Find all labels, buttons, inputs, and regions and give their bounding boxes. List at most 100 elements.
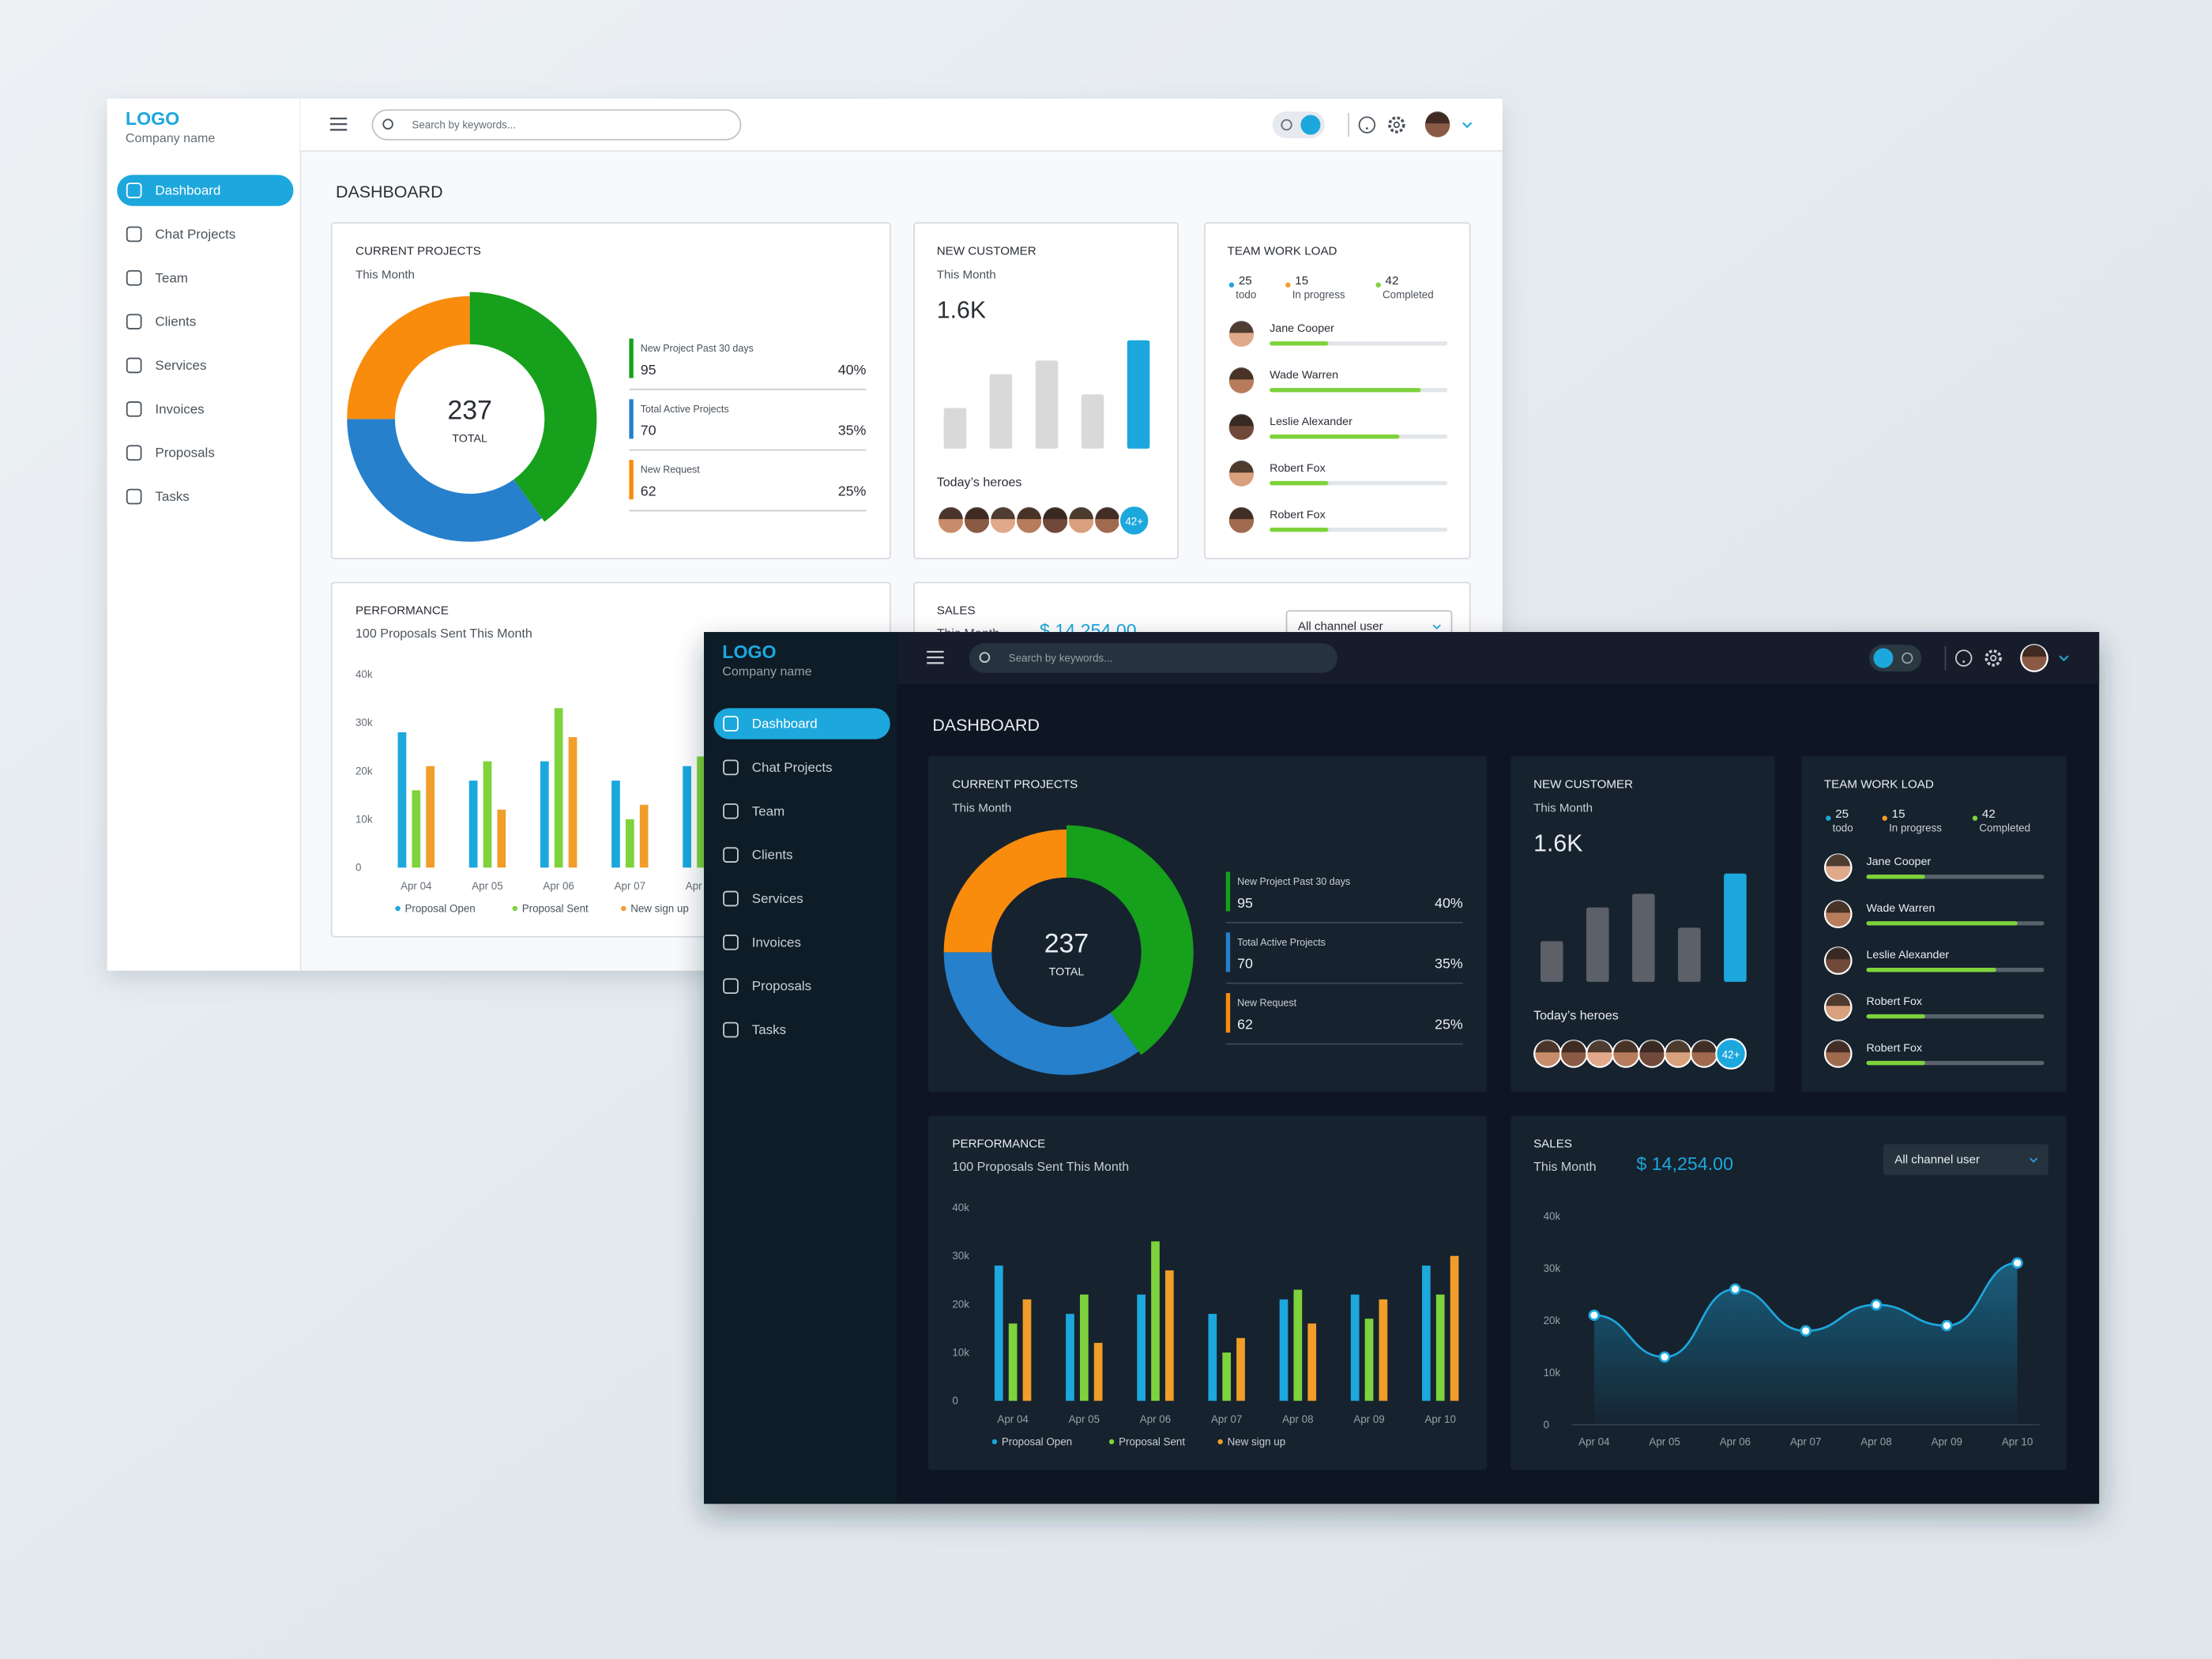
nav-label[interactable]: Team	[155, 270, 187, 285]
search-placeholder[interactable]: Search by keywords...	[412, 119, 516, 131]
search-icon	[382, 118, 393, 130]
nav-item[interactable]: Clients	[723, 847, 793, 863]
x-tick-label: Apr 06	[1140, 1413, 1171, 1425]
avatar-hair	[1095, 506, 1119, 520]
nav-icon	[723, 759, 739, 776]
bar	[611, 781, 620, 868]
search-box[interactable]	[969, 643, 1337, 673]
nav-label[interactable]: Invoices	[155, 401, 204, 416]
member-name: Robert Fox	[1270, 462, 1326, 475]
nav-label[interactable]: Chat Projects	[155, 227, 235, 242]
search-box[interactable]	[371, 109, 742, 141]
nav-item[interactable]: Clients	[126, 314, 197, 329]
nav-item[interactable]: Chat Projects	[723, 759, 833, 776]
nav-label[interactable]: Proposals	[752, 979, 811, 994]
nav-item[interactable]: Chat Projects	[126, 226, 235, 243]
member-name: Jane Cooper	[1270, 322, 1334, 335]
y-tick-label: 0	[1544, 1419, 1549, 1431]
heroes-more-badge[interactable]	[1118, 505, 1150, 536]
legend-share: 40%	[1435, 895, 1463, 911]
nav-item[interactable]: Team	[723, 803, 784, 819]
profile-menu-chevron[interactable]	[1462, 122, 1473, 129]
profile-menu-chevron[interactable]	[2059, 655, 2069, 662]
nav-item[interactable]: Proposals	[723, 978, 811, 995]
y-tick-label: 30k	[952, 1250, 969, 1262]
avatar-hair	[1826, 947, 1850, 960]
nav-item[interactable]: Invoices	[723, 935, 801, 950]
nav-item[interactable]: Tasks	[126, 488, 190, 505]
help-icon[interactable]	[1955, 649, 1973, 667]
y-tick-label: 40k	[1544, 1210, 1561, 1222]
bar	[683, 766, 691, 868]
mini-bar	[1081, 394, 1104, 449]
avatar-hair	[1043, 506, 1067, 520]
avatar-hair	[1613, 1040, 1638, 1053]
nav-label[interactable]: Chat Projects	[752, 760, 833, 775]
nav-item[interactable]: Dashboard	[117, 175, 294, 206]
line-point	[1588, 1309, 1601, 1322]
legend-label: New Request	[1237, 998, 1297, 1009]
nav-item[interactable]: Tasks	[723, 1021, 786, 1038]
channel-dropdown-label[interactable]: All channel user	[1894, 1153, 1980, 1166]
line-point	[2011, 1257, 2023, 1269]
nav-item[interactable]: Team	[126, 269, 188, 286]
page-title: DASHBOARD	[336, 182, 443, 201]
dropdown-chevron	[1432, 624, 1441, 630]
nav-label[interactable]: Invoices	[752, 935, 801, 950]
avatar-hair	[1587, 1040, 1612, 1053]
nav-item[interactable]: Invoices	[126, 401, 205, 417]
nav-icon	[723, 1021, 739, 1038]
legend-share: 40%	[838, 362, 867, 378]
nav-label[interactable]: Tasks	[752, 1022, 786, 1037]
legend-label: New Project Past 30 days	[1237, 876, 1350, 887]
nav-item[interactable]: Proposals	[126, 445, 215, 461]
stat-label: In progress	[1889, 822, 1942, 834]
bar	[568, 737, 577, 868]
heroes-more-badge[interactable]	[1715, 1038, 1747, 1070]
card-subtitle: 100 Proposals Sent This Month	[356, 626, 532, 641]
bar	[468, 781, 478, 868]
nav-label[interactable]: Dashboard	[155, 183, 220, 198]
help-icon[interactable]	[1358, 116, 1376, 134]
nav-icon	[723, 890, 739, 907]
nav-item[interactable]: Services	[723, 890, 803, 907]
avatar-hair	[939, 506, 963, 520]
legend-label: Proposal Sent	[1119, 1436, 1185, 1448]
nav-label[interactable]: Proposals	[155, 446, 214, 461]
stat-label: Completed	[1382, 289, 1434, 301]
legend-color-bar	[629, 460, 634, 500]
stat-label: Completed	[1979, 822, 2030, 834]
nav-label[interactable]: Tasks	[155, 489, 189, 504]
bar	[1137, 1294, 1146, 1401]
sidebar	[704, 632, 897, 1504]
settings-icon[interactable]	[1984, 649, 2002, 667]
nav-label[interactable]: Team	[752, 803, 784, 818]
sidebar	[107, 99, 301, 971]
mini-bar	[1035, 360, 1059, 449]
member-name: Leslie Alexander	[1867, 949, 1950, 961]
y-tick-label: 10k	[1544, 1367, 1561, 1379]
heroes-more: 42+	[1722, 1048, 1740, 1060]
stat-count: 42	[1982, 807, 1996, 821]
x-tick-label: Apr 05	[1649, 1436, 1680, 1448]
legend-dot	[991, 1439, 998, 1445]
bar	[1350, 1294, 1360, 1401]
nav-icon	[723, 935, 739, 950]
bar	[1079, 1294, 1089, 1401]
nav-label[interactable]: Services	[155, 358, 206, 373]
settings-icon[interactable]	[1388, 116, 1405, 134]
channel-dropdown-label[interactable]: All channel user	[1298, 619, 1383, 633]
nav-label[interactable]: Dashboard	[752, 717, 818, 732]
nav-item[interactable]: Dashboard	[713, 708, 890, 739]
donut-segment	[943, 952, 1139, 1075]
nav-label[interactable]: Clients	[752, 848, 793, 863]
progress-bar	[1866, 968, 1996, 972]
x-tick-label: Apr 04	[1578, 1436, 1610, 1448]
search-placeholder[interactable]: Search by keywords...	[1009, 653, 1113, 664]
nav-label[interactable]: Clients	[155, 314, 196, 329]
nav-item[interactable]: Services	[126, 357, 207, 374]
bar	[697, 756, 705, 868]
theme-toggle-knob	[1300, 115, 1321, 135]
nav-label[interactable]: Services	[752, 891, 803, 906]
channel-dropdown[interactable]	[1883, 1144, 2048, 1176]
